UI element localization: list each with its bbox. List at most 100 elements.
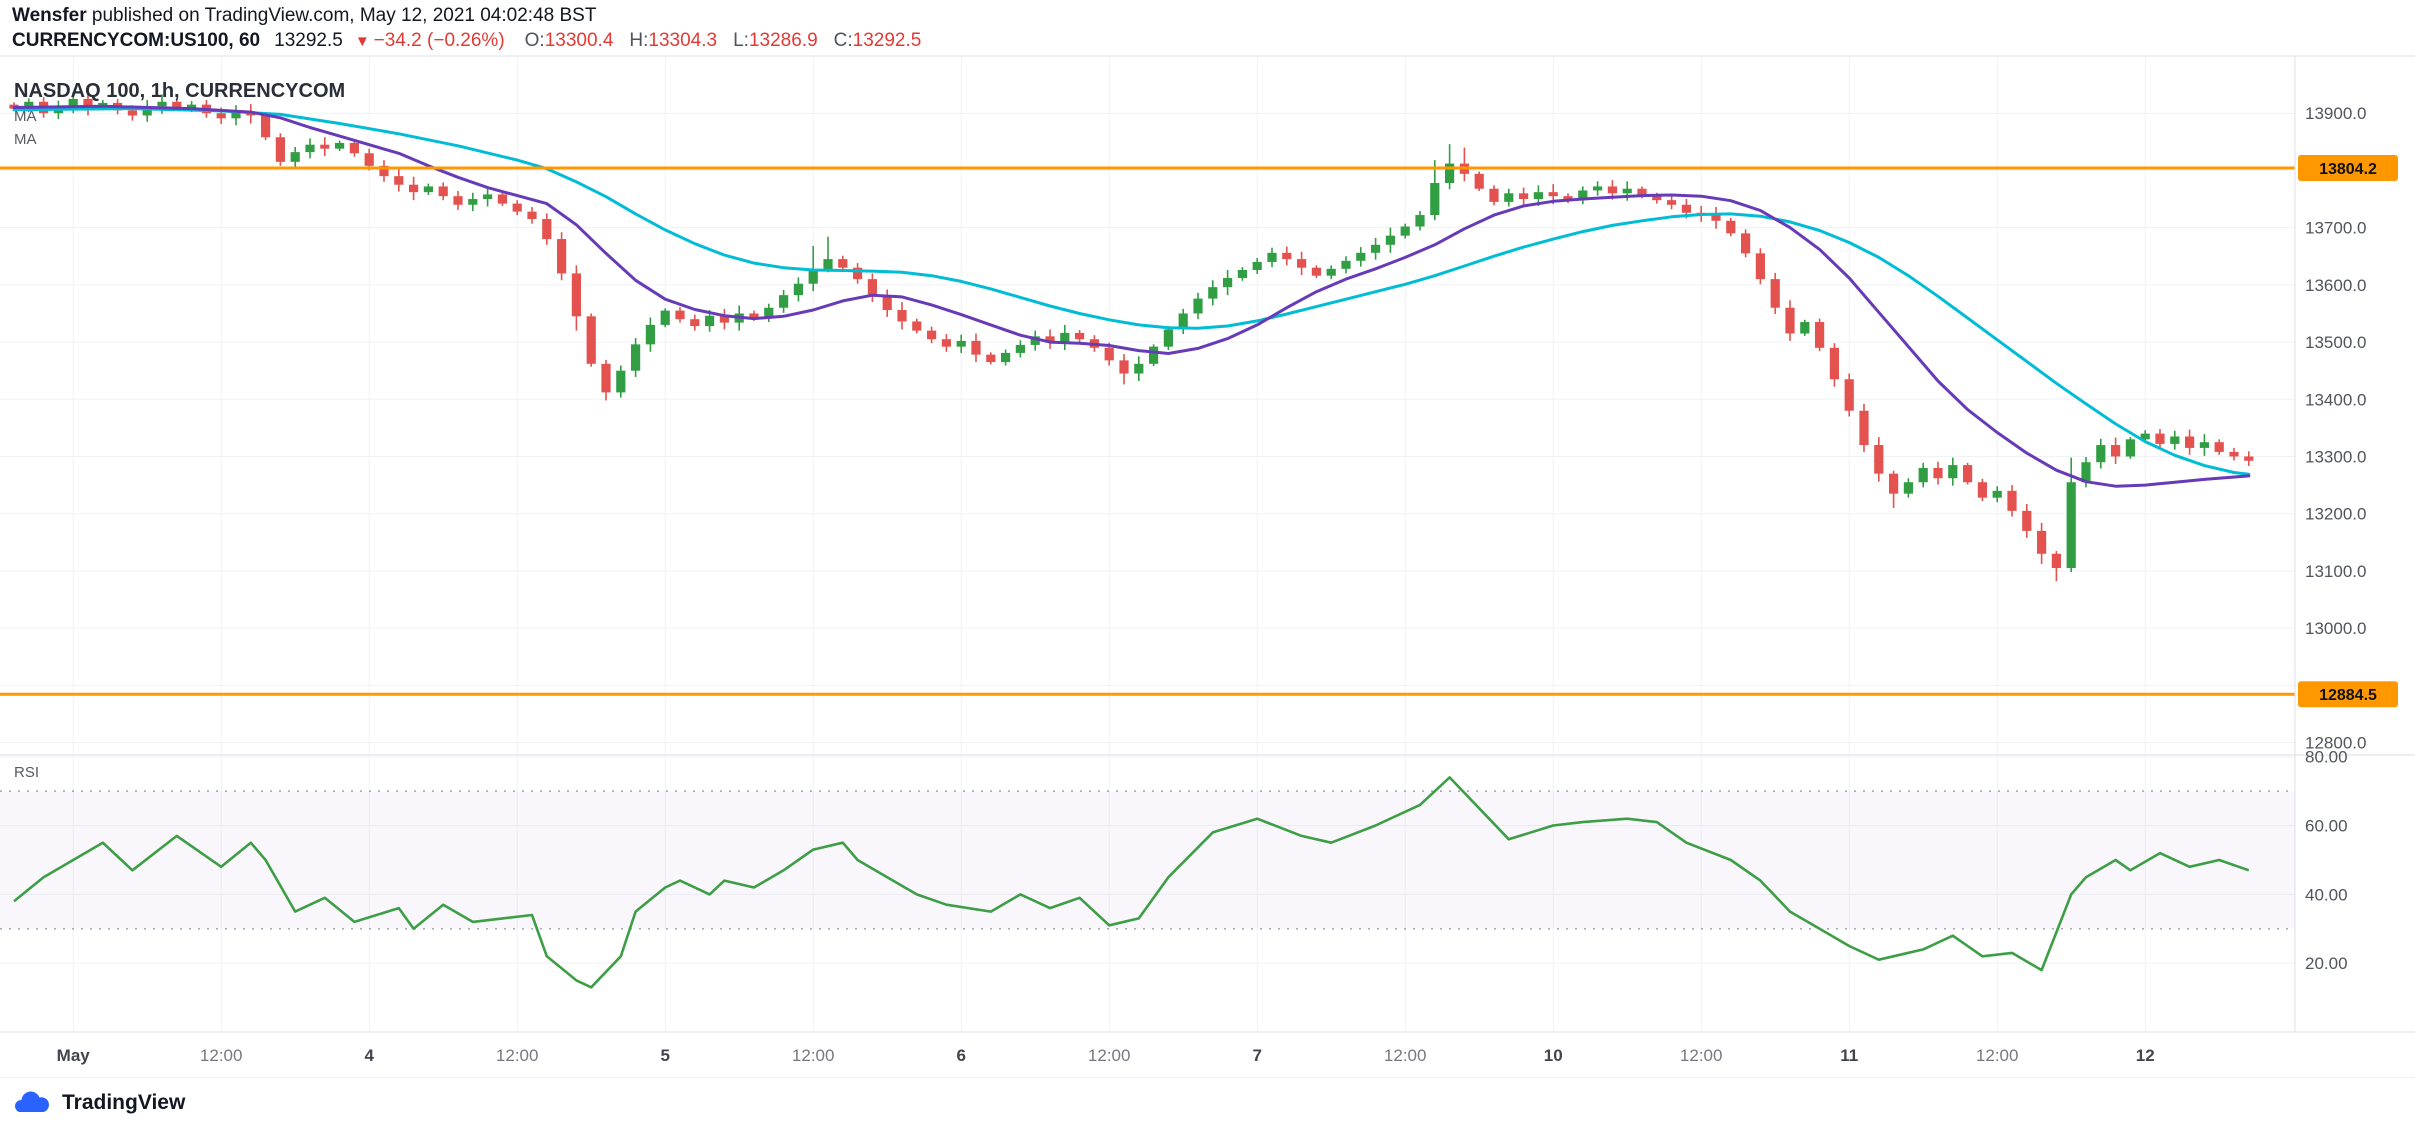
candle-body xyxy=(645,324,655,345)
candle-body xyxy=(290,152,300,162)
candle-body xyxy=(1030,336,1040,345)
candle-body xyxy=(1237,269,1247,278)
candle-body xyxy=(1977,482,1987,498)
candle-body xyxy=(2037,530,2047,554)
down-triangle-icon: ▼ xyxy=(354,33,370,50)
candle-body xyxy=(956,340,966,347)
candle-body xyxy=(1859,410,1869,446)
ohlc-values: O:13300.4 H:13304.3 L:13286.9 C:13292.5 xyxy=(525,30,922,52)
time-tick-label: 12 xyxy=(2136,1046,2155,1065)
candle-body xyxy=(1992,490,2002,498)
candle-body xyxy=(24,101,34,109)
candle-body xyxy=(897,310,907,322)
candle-body xyxy=(1933,467,1943,479)
candle-body xyxy=(335,142,345,149)
candle-body xyxy=(187,104,197,109)
snapshot-header: Wensfer published on TradingView.com, Ma… xyxy=(0,0,2415,56)
candle-body xyxy=(2170,436,2180,444)
candle-body xyxy=(1134,363,1144,374)
ma-legend-row: MA xyxy=(14,108,37,125)
candle-body xyxy=(1075,332,1085,340)
candle-body xyxy=(1741,233,1751,254)
time-tick-label: 12:00 xyxy=(792,1046,835,1065)
candle-body xyxy=(527,211,537,220)
candle-body xyxy=(2111,445,2121,457)
candle-body xyxy=(1874,445,1884,474)
candle-body xyxy=(127,110,137,116)
rsi-line xyxy=(13,776,2250,989)
candle-body xyxy=(379,165,389,177)
time-tick-label: 12:00 xyxy=(1976,1046,2019,1065)
time-tick-label: 11 xyxy=(1840,1046,1858,1065)
price-tick-label: 13600.0 xyxy=(2305,276,2366,295)
time-tick-label: 6 xyxy=(956,1046,965,1065)
candle-body xyxy=(349,142,359,154)
rsi-tick-label: 60.00 xyxy=(2305,817,2348,836)
candle-body xyxy=(2096,445,2106,463)
candle-body xyxy=(1208,287,1218,299)
candle-body xyxy=(483,194,493,200)
time-tick-label: May xyxy=(57,1046,91,1065)
price-tick-label: 13700.0 xyxy=(2305,219,2366,238)
candle-body xyxy=(1637,188,1647,197)
time-tick-label: 12:00 xyxy=(1680,1046,1723,1065)
rsi-legend-label: RSI xyxy=(14,764,40,781)
candle-body xyxy=(142,106,152,116)
candle-body xyxy=(2140,433,2150,440)
price-tick-label: 13200.0 xyxy=(2305,505,2366,524)
time-tick-label: 10 xyxy=(1544,1046,1563,1065)
candle-body xyxy=(927,330,937,340)
ohlc-pair: H:13304.3 xyxy=(629,30,718,51)
candle-body xyxy=(1297,259,1307,268)
candle-body xyxy=(1193,298,1203,314)
candle-body xyxy=(1341,260,1351,269)
candle-body xyxy=(172,101,182,109)
candle-body xyxy=(941,339,951,347)
tradingview-wordmark[interactable]: TradingView xyxy=(62,1091,186,1114)
candle-body xyxy=(631,344,641,371)
candle-body xyxy=(1963,465,1973,483)
price-tick-label: 13400.0 xyxy=(2305,390,2366,409)
candle-body xyxy=(1119,360,1129,374)
candle-body xyxy=(1622,188,1632,194)
candle-body xyxy=(1800,322,1810,334)
tradingview-cloud-logo-icon[interactable] xyxy=(12,1089,52,1117)
candle-body xyxy=(275,137,285,162)
candle-body xyxy=(1015,344,1025,353)
candle-body xyxy=(1903,482,1913,494)
symbol-legend: CURRENCYCOM:US100, 60 13292.5 ▼ −34.2 (−0… xyxy=(12,30,921,52)
candle-body xyxy=(2185,436,2195,448)
price-tick-label: 13300.0 xyxy=(2305,447,2366,466)
candle-body xyxy=(838,259,848,268)
candle-body xyxy=(867,279,877,297)
candle-body xyxy=(1948,465,1958,479)
rsi-tick-label: 80.00 xyxy=(2305,748,2348,767)
candle-body xyxy=(1829,347,1839,380)
change-value: −34.2 (−0.26%) xyxy=(373,30,505,51)
candle-body xyxy=(1770,279,1780,308)
last-price: 13292.5 xyxy=(274,30,343,51)
candle-body xyxy=(83,98,93,108)
candle-body xyxy=(1267,252,1277,262)
candle-body xyxy=(497,194,507,204)
symbol-name: CURRENCYCOM:US100, 60 xyxy=(12,30,261,51)
candle-body xyxy=(468,199,478,205)
candle-body xyxy=(586,316,596,364)
time-tick-label: 7 xyxy=(1252,1046,1261,1065)
candle-body xyxy=(2229,451,2239,457)
candle-body xyxy=(409,184,419,193)
candle-body xyxy=(1385,235,1395,245)
candle-body xyxy=(1504,193,1514,202)
candle-body xyxy=(2155,433,2165,444)
candle-body xyxy=(542,219,552,240)
candle-body xyxy=(1001,352,1011,363)
candle-body xyxy=(675,310,685,320)
candle-body xyxy=(764,307,774,319)
candle-body xyxy=(305,144,315,153)
candle-body xyxy=(453,196,463,205)
candle-body xyxy=(1563,196,1573,201)
candle-body xyxy=(1889,473,1899,494)
hline-price-label xyxy=(2298,155,2398,182)
